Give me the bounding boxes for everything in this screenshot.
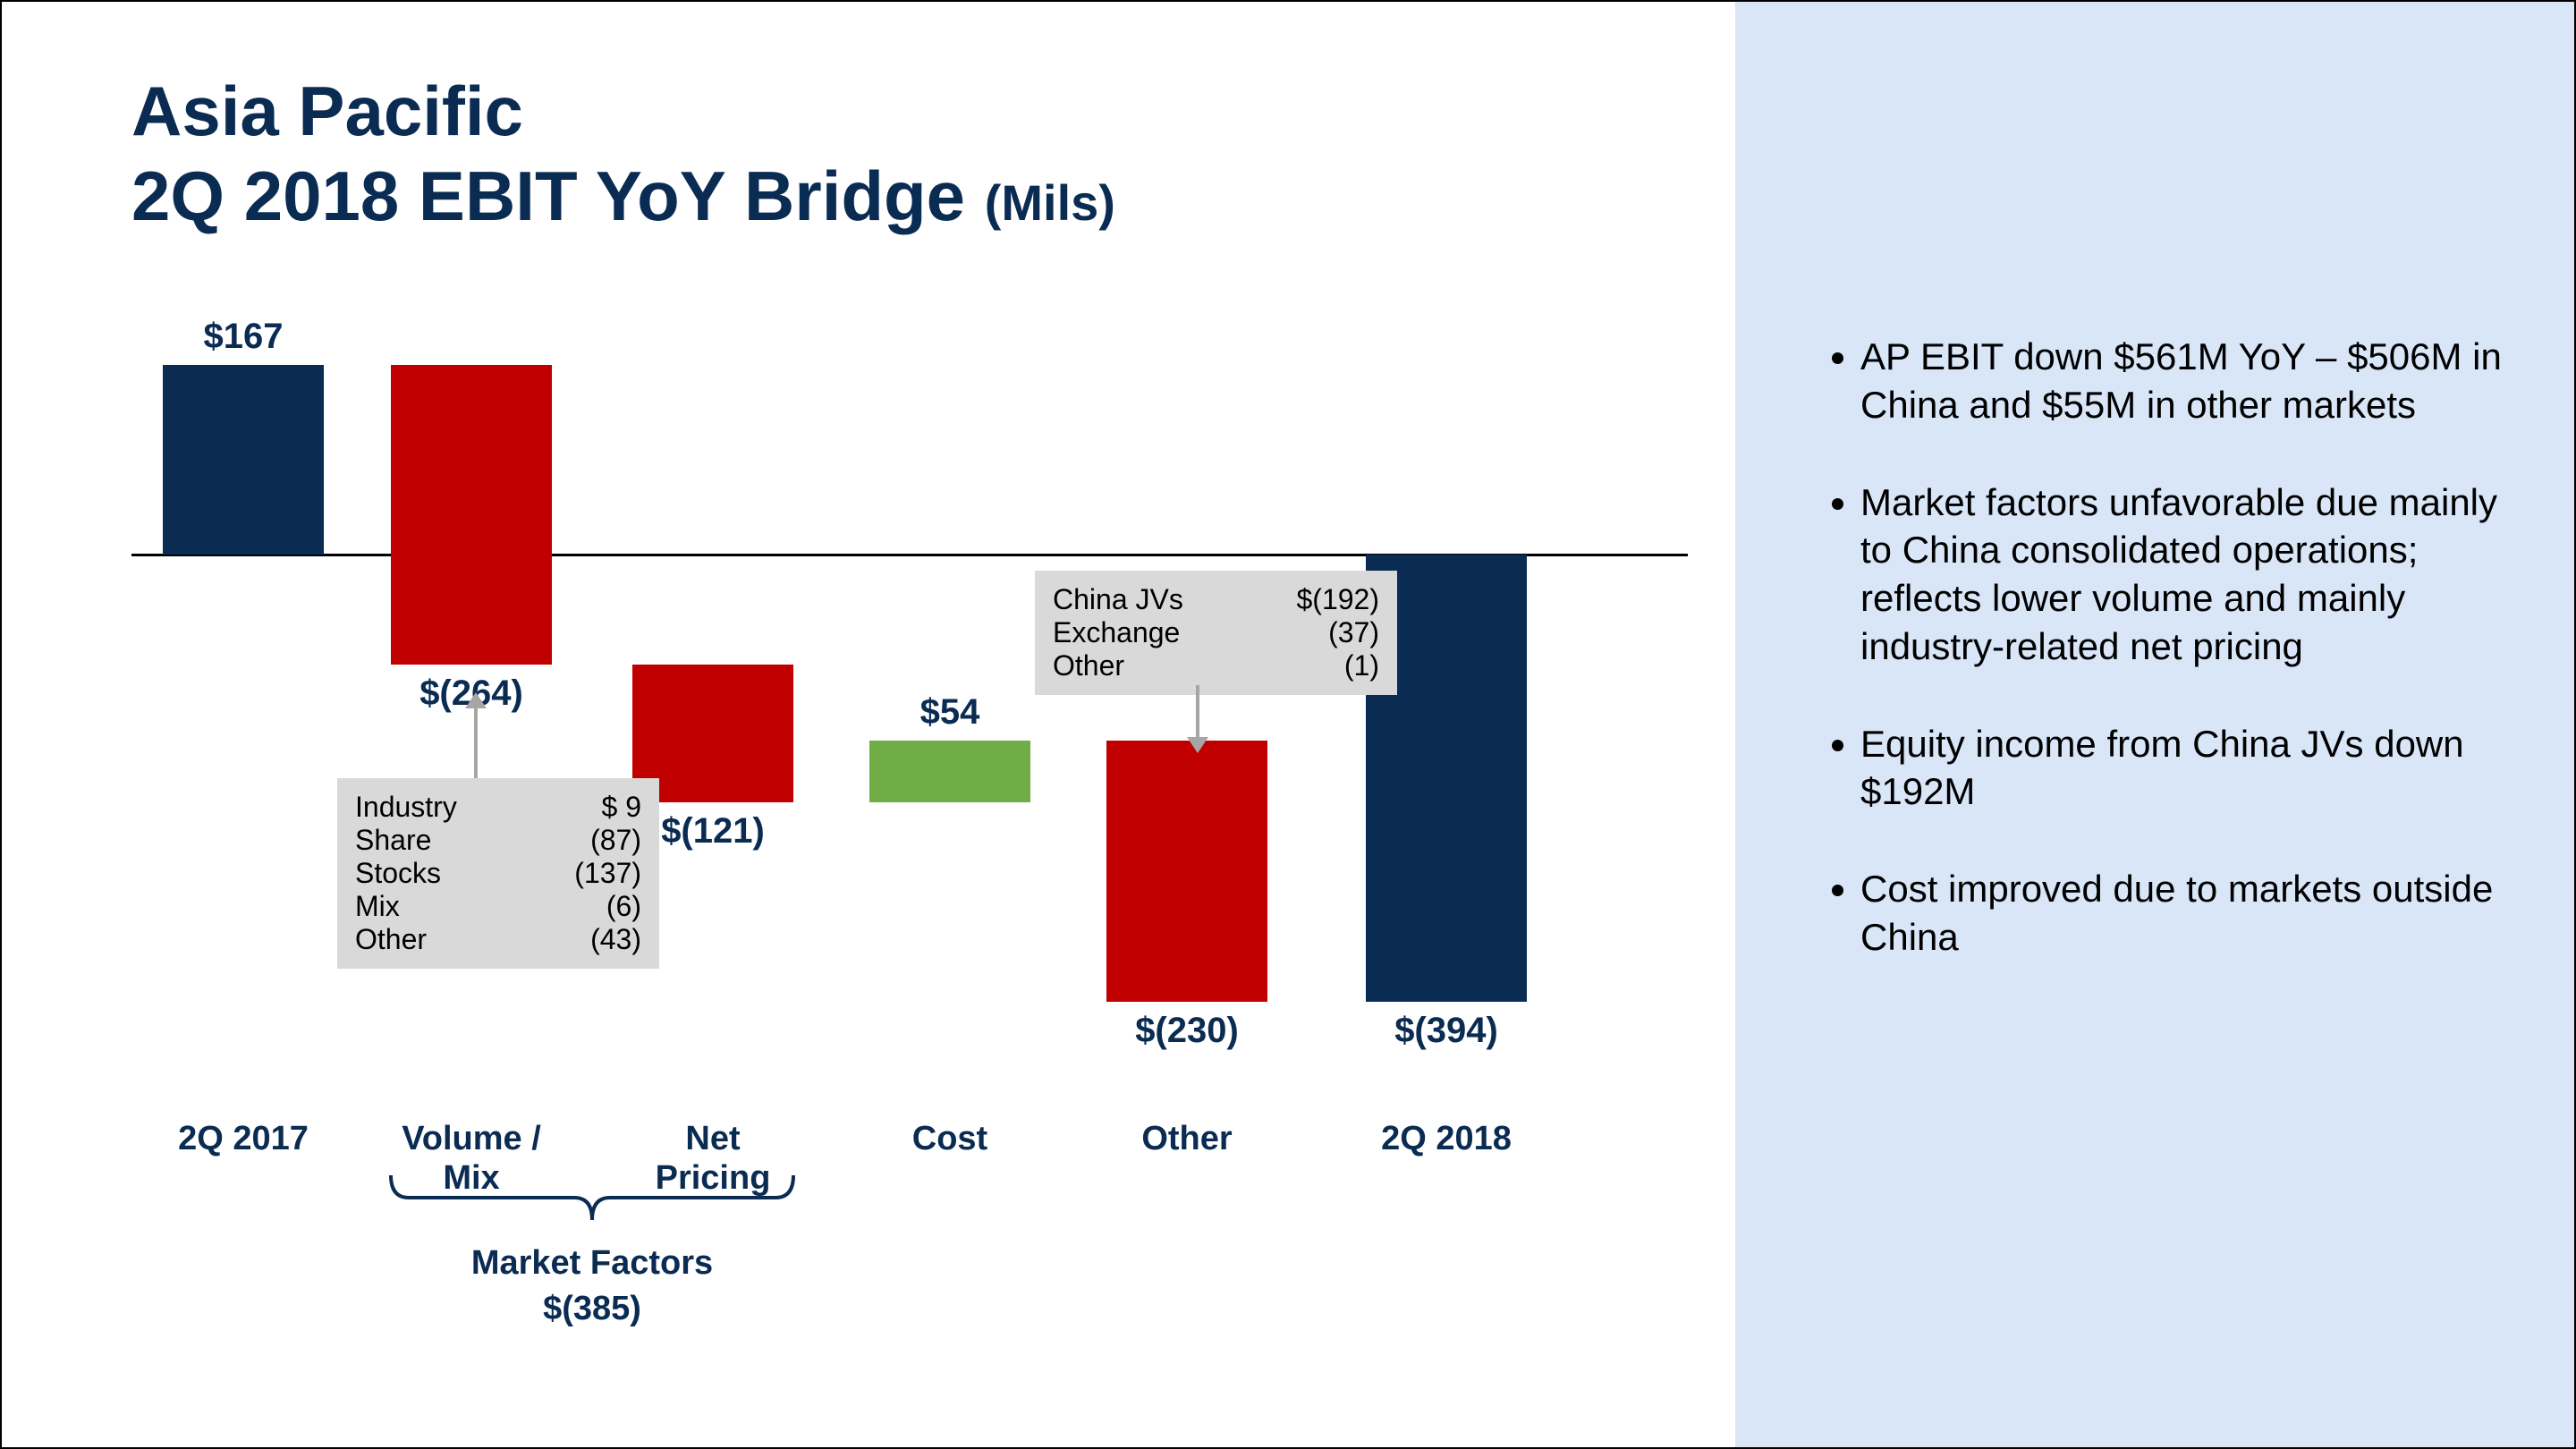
callout-key: Share	[355, 824, 431, 857]
bar-volmix	[391, 365, 552, 665]
callout-value: (43)	[570, 923, 641, 956]
bullet-item: Equity income from China JVs down $192M	[1860, 720, 2521, 817]
bar-start	[163, 365, 324, 555]
bar-cost	[869, 741, 1030, 802]
bullet-item: Market factors unfavorable due mainly to…	[1860, 479, 2521, 671]
axis-label-end: 2Q 2018	[1348, 1120, 1545, 1159]
bar-label-end: $(394)	[1366, 1011, 1527, 1051]
slide: Asia Pacific 2Q 2018 EBIT YoY Bridge (Mi…	[0, 0, 2576, 1449]
group-label-line1: Market Factors	[413, 1241, 771, 1286]
axis-label-other: Other	[1089, 1120, 1285, 1159]
other-arrow-line	[1196, 685, 1199, 739]
sidebar-panel: AP EBIT down $561M YoY – $506M in China …	[1735, 2, 2574, 1447]
volmix-callout-row: Other (43)	[355, 923, 641, 956]
callout-value: (37)	[1308, 616, 1379, 649]
bar-label-other: $(230)	[1106, 1011, 1267, 1051]
volmix-arrow-head-icon	[465, 692, 487, 708]
title-line1: Asia Pacific	[131, 72, 523, 150]
bar-other	[1106, 741, 1267, 1002]
callout-key: China JVs	[1053, 583, 1183, 616]
market-factors-label: Market Factors $(385)	[413, 1241, 771, 1333]
callout-key: Other	[1053, 649, 1124, 682]
other-callout-row: Other (1)	[1053, 649, 1379, 682]
volmix-callout-row: Industry $ 9	[355, 791, 641, 824]
other-callout-row: China JVs $(192)	[1053, 583, 1379, 616]
callout-key: Other	[355, 923, 427, 956]
waterfall-chart: Market Factors $(385) $1672Q 2017$(264)V…	[131, 306, 1688, 1379]
callout-key: Industry	[355, 791, 457, 824]
volmix-arrow-line	[474, 707, 478, 778]
callout-value: $(192)	[1297, 583, 1380, 616]
callout-key: Mix	[355, 890, 400, 923]
axis-label-netpr: Net Pricing	[614, 1120, 811, 1198]
main-panel: Asia Pacific 2Q 2018 EBIT YoY Bridge (Mi…	[2, 2, 1735, 1447]
callout-key: Exchange	[1053, 616, 1180, 649]
other-callout: China JVs $(192) Exchange (37) Other (1)	[1035, 571, 1397, 695]
bar-label-start: $167	[163, 317, 324, 357]
callout-value: (137)	[570, 857, 641, 890]
title-unit: (Mils)	[985, 174, 1115, 231]
other-arrow-head-icon	[1187, 737, 1208, 753]
axis-label-volmix: Volume / Mix	[373, 1120, 570, 1198]
callout-value: (6)	[570, 890, 641, 923]
axis-label-cost: Cost	[852, 1120, 1048, 1159]
callout-key: Stocks	[355, 857, 441, 890]
slide-title: Asia Pacific 2Q 2018 EBIT YoY Bridge (Mi…	[131, 69, 1115, 239]
bullet-item: AP EBIT down $561M YoY – $506M in China …	[1860, 333, 2521, 429]
callout-value: $ 9	[570, 791, 641, 824]
volmix-callout-row: Stocks (137)	[355, 857, 641, 890]
bullet-list: AP EBIT down $561M YoY – $506M in China …	[1825, 333, 2521, 962]
other-callout-row: Exchange (37)	[1053, 616, 1379, 649]
title-line2: 2Q 2018 EBIT YoY Bridge	[131, 157, 985, 235]
callout-value: (87)	[570, 824, 641, 857]
volmix-callout-row: Mix (6)	[355, 890, 641, 923]
volmix-callout-row: Share (87)	[355, 824, 641, 857]
bullet-item: Cost improved due to markets outside Chi…	[1860, 865, 2521, 962]
bar-label-cost: $54	[869, 692, 1030, 733]
group-label-line2: $(385)	[413, 1286, 771, 1332]
volmix-callout: Industry$ 9Share(87)Stocks(137)Mix(6)Oth…	[337, 778, 659, 969]
callout-value: (1)	[1308, 649, 1379, 682]
axis-label-start: 2Q 2017	[145, 1120, 342, 1159]
